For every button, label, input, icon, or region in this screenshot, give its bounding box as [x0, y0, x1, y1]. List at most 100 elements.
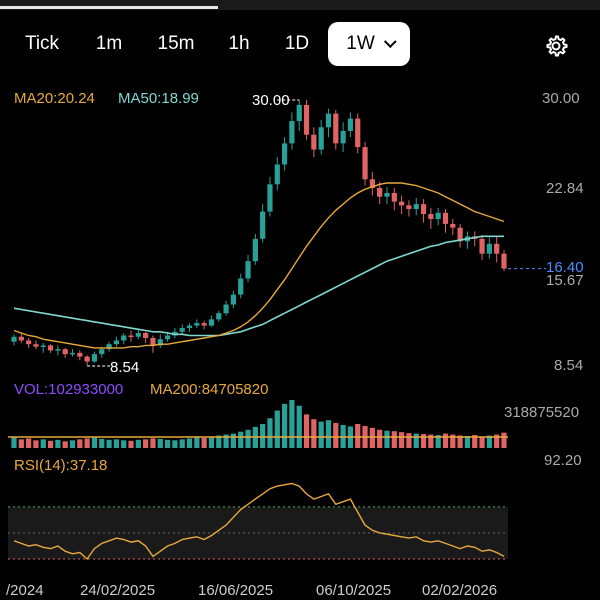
candle-body: [179, 328, 185, 332]
candle-body: [340, 130, 346, 144]
volume-bar: [113, 439, 119, 448]
volume-bar: [186, 438, 193, 448]
tab-1h[interactable]: 1h: [228, 33, 250, 54]
tab-1m[interactable]: 1m: [95, 33, 123, 54]
volume-bar: [77, 439, 83, 448]
volume-bar: [33, 440, 39, 448]
candle-body: [157, 339, 163, 346]
tab-15m[interactable]: 15m: [157, 33, 195, 54]
volume-bar: [150, 438, 156, 448]
volume-bar: [311, 419, 317, 448]
volume-bar: [84, 438, 90, 448]
candle-body: [377, 188, 383, 197]
candle-body: [311, 134, 317, 150]
candle-body: [355, 118, 361, 148]
candle-body: [428, 214, 434, 219]
candle-body: [216, 313, 222, 320]
ma20-line: [13, 182, 505, 349]
volume-bar: [303, 414, 310, 448]
candle-body: [391, 192, 397, 202]
volume-bar: [216, 435, 222, 448]
candle-body: [194, 323, 200, 326]
volume-bar: [486, 435, 492, 448]
volume-bar: [11, 437, 17, 448]
candle-body: [150, 337, 156, 346]
candle-body: [208, 319, 215, 326]
candle-body: [26, 340, 32, 345]
candle-body: [11, 336, 17, 342]
volume-bar: [457, 435, 463, 448]
candle-body: [252, 238, 258, 262]
candle-body: [128, 335, 134, 338]
gear-icon[interactable]: [544, 34, 568, 58]
volume-bar: [296, 405, 302, 448]
volume-bar: [318, 421, 324, 448]
candle-body: [501, 253, 507, 269]
volume-bar: [406, 433, 412, 448]
x-tick-1: 24/02/2025: [80, 582, 156, 599]
volume-bar: [494, 434, 500, 448]
ma50-label: MA50:18.99: [118, 90, 199, 107]
volume-bar: [435, 435, 441, 448]
candle-body: [113, 340, 119, 345]
volume-bar: [164, 439, 171, 448]
volume-bar: [442, 433, 449, 448]
candle-body: [91, 354, 98, 362]
volume-bar: [274, 410, 280, 448]
candle-body: [442, 212, 449, 224]
volume-bar: [55, 439, 61, 448]
candle-body: [55, 349, 61, 351]
candle-body: [223, 304, 229, 314]
candle-body: [106, 344, 112, 350]
volume-bar: [18, 439, 24, 448]
volume-bar: [479, 436, 485, 448]
rsi-y-tick: 92.20: [544, 452, 582, 469]
rsi-label: RSI(14):37.18: [14, 457, 108, 474]
candle-body: [47, 345, 54, 351]
candle-body: [318, 127, 324, 150]
volume-bar: [223, 434, 229, 448]
volume-bar: [230, 433, 237, 448]
volume-bar: [450, 434, 456, 448]
volume-bar: [355, 424, 361, 448]
volume-bar: [428, 434, 434, 448]
candle-body: [399, 201, 405, 206]
volume-bar: [99, 438, 105, 448]
volume-bar: [91, 437, 98, 448]
volume-bar: [62, 441, 68, 448]
y-tick-high: 30.00: [542, 90, 580, 107]
volume-bar: [391, 431, 397, 448]
volume-bar: [289, 400, 295, 448]
tab-tick[interactable]: Tick: [24, 33, 60, 54]
volume-bar: [413, 433, 419, 448]
tab-1d[interactable]: 1D: [284, 33, 310, 54]
x-tick-4: 02/02/2026: [422, 582, 498, 599]
x-tick-0: /2024: [6, 582, 44, 599]
volume-ma200-label: MA200:84705820: [150, 381, 269, 398]
progress-fill: [0, 6, 218, 9]
volume-bar: [69, 440, 76, 448]
candle-body: [486, 243, 492, 254]
candle-body: [84, 356, 90, 362]
volume-bar: [377, 429, 383, 448]
current-price-tag: 16.40: [546, 259, 584, 276]
candle-body: [135, 333, 141, 337]
y-tick-low: 8.54: [554, 357, 584, 374]
volume-bar: [121, 440, 127, 448]
candle-body: [303, 104, 310, 135]
volume-bar: [128, 440, 134, 448]
tab-1w[interactable]: 1W: [328, 22, 410, 66]
candle-body: [143, 333, 149, 338]
candle-body: [450, 223, 456, 228]
volume-bar: [267, 418, 273, 448]
candle-body: [420, 204, 427, 215]
candle-body: [245, 261, 251, 279]
candle-body: [274, 164, 280, 185]
candle-body: [18, 336, 24, 341]
volume-bar: [179, 439, 185, 448]
y-tick-2: 22.84: [546, 180, 584, 197]
candle-body: [62, 349, 68, 355]
volume-bar: [384, 430, 390, 448]
volume-bar: [325, 420, 332, 448]
